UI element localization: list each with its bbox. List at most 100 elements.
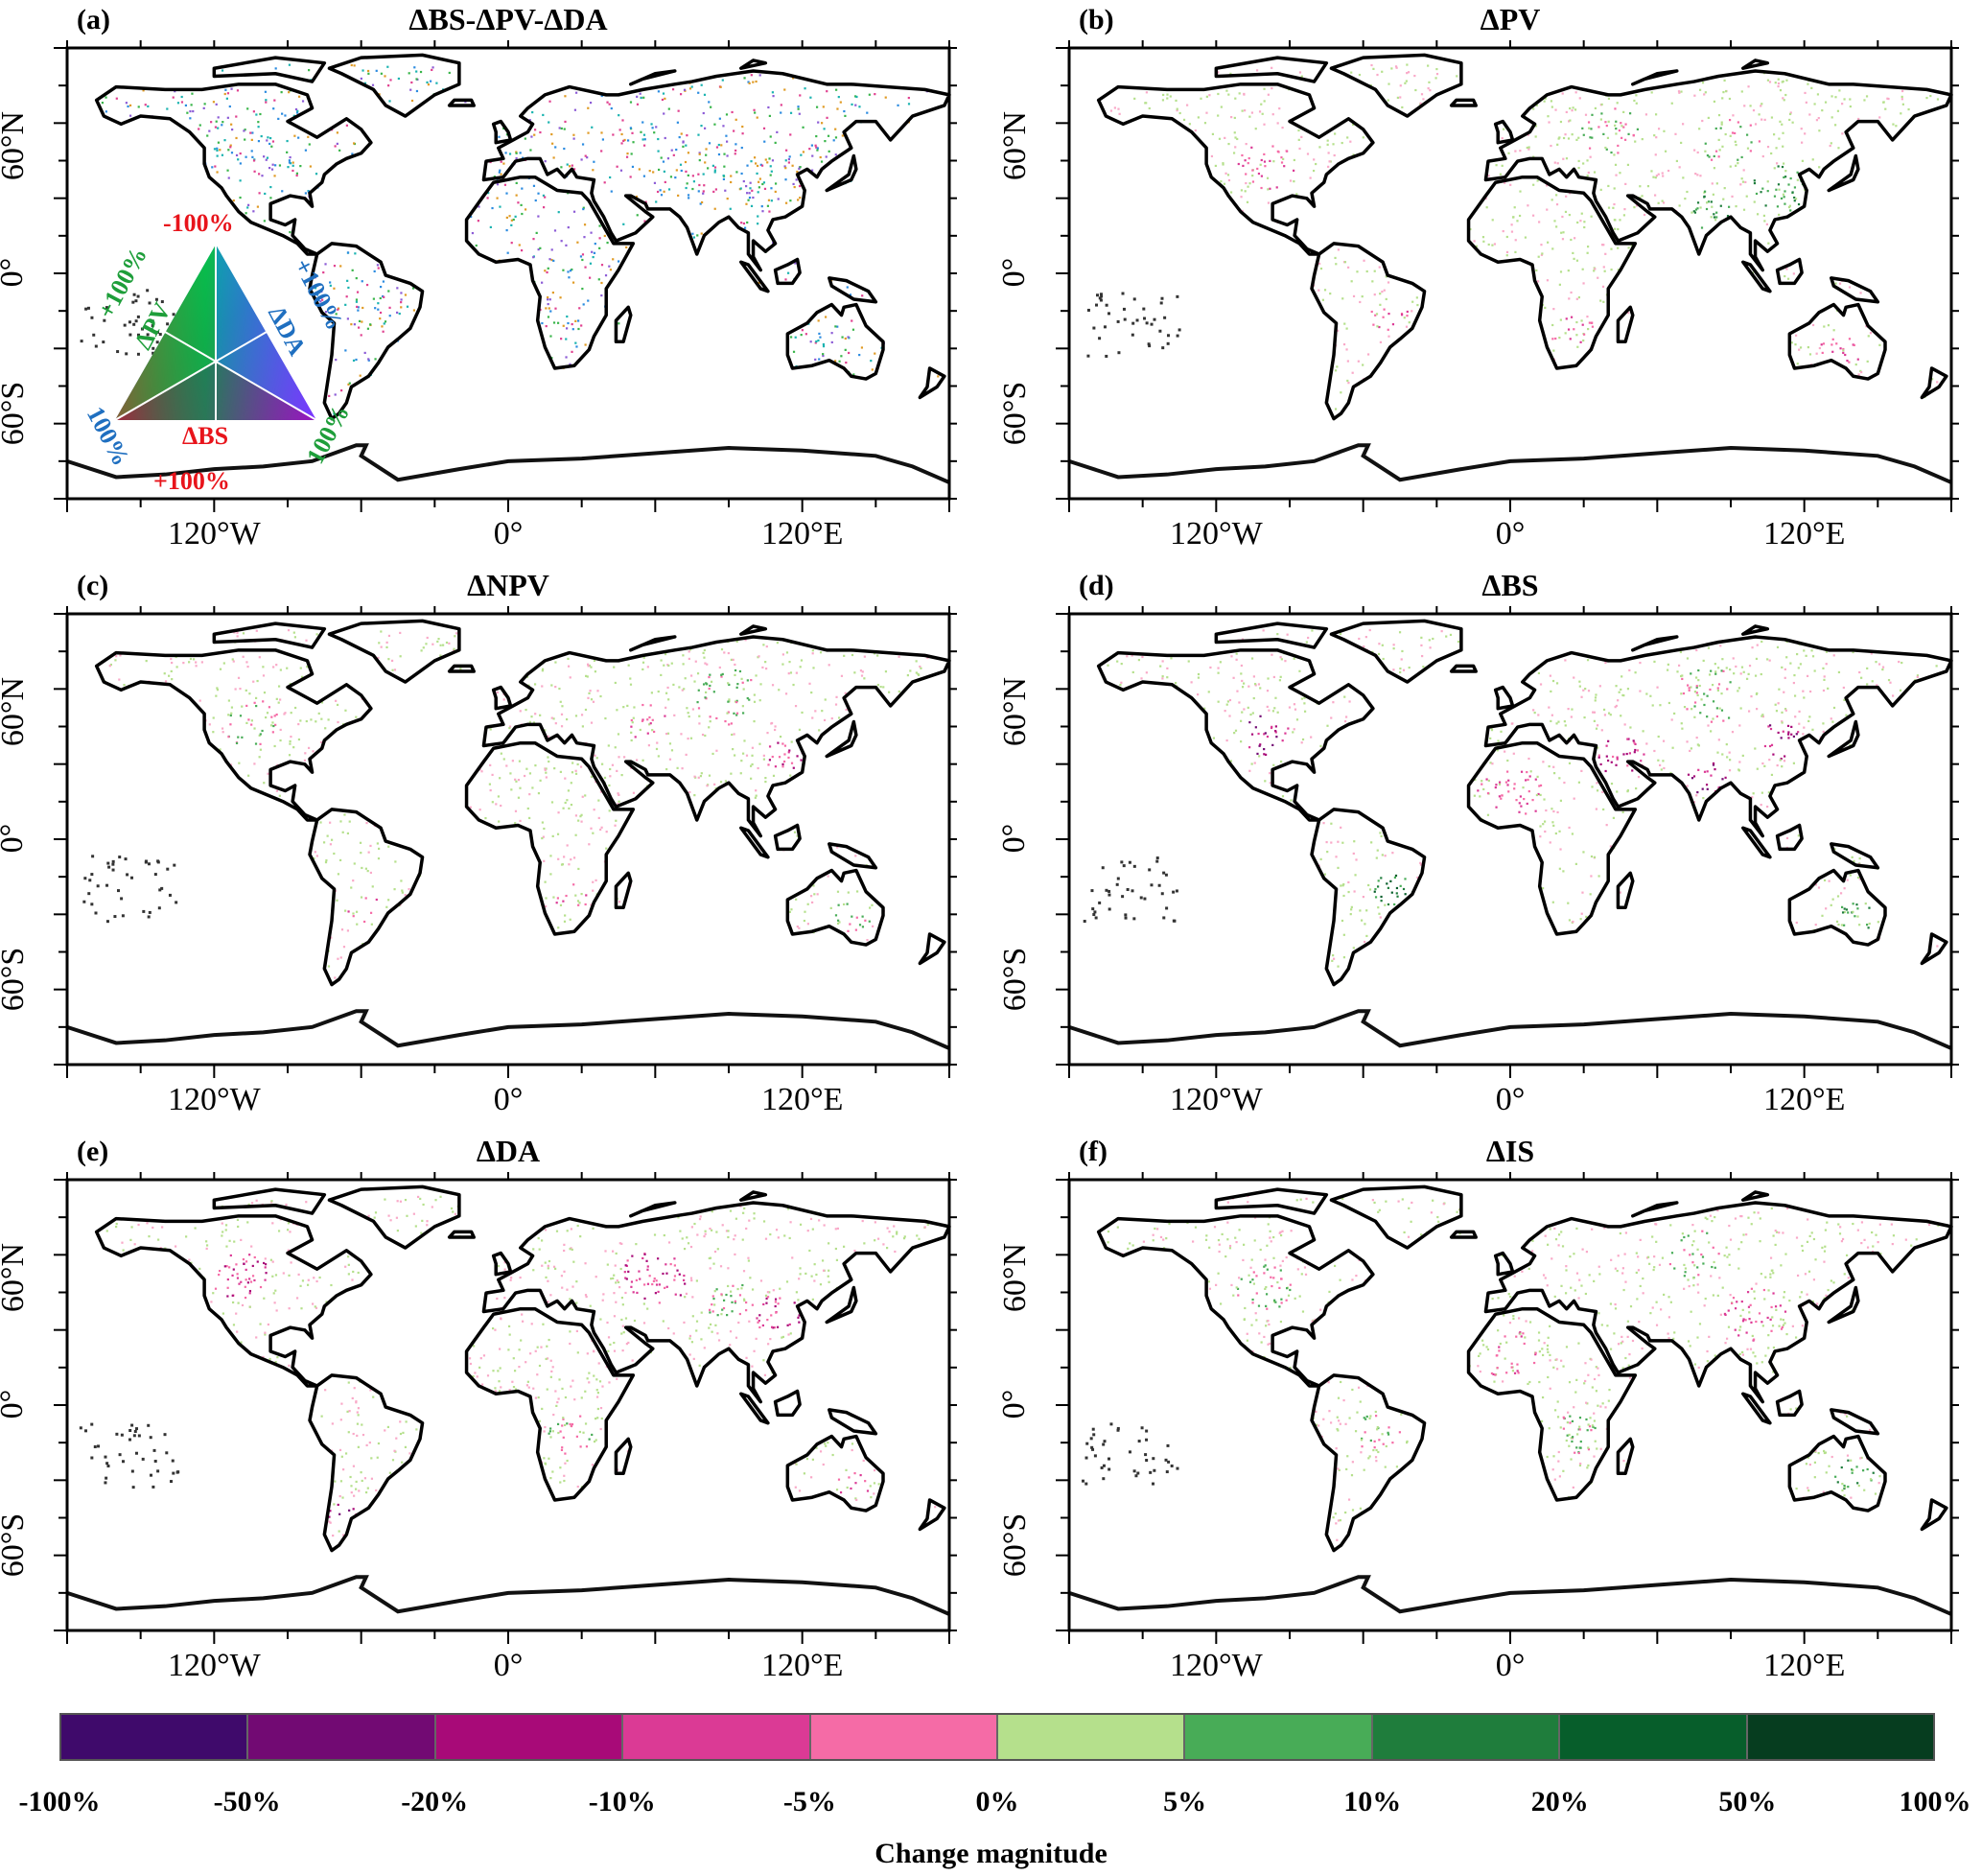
change-pixel [262,1355,265,1359]
land-polygon [466,742,634,934]
change-pixel [123,684,126,687]
change-pixel [277,117,280,121]
change-pixel [768,745,772,748]
change-pixel [1236,137,1239,141]
change-pixel [1487,779,1490,783]
change-pixel [1435,67,1438,71]
change-pixel [502,758,505,761]
island [1086,354,1090,358]
change-pixel [1774,703,1777,706]
change-pixel [1262,629,1265,632]
change-pixel [1720,669,1723,672]
change-pixel [809,1217,813,1221]
change-pixel [539,714,542,716]
island [136,352,140,356]
change-pixel [735,1217,738,1220]
change-pixel [592,169,595,172]
change-pixel [369,323,372,326]
land-polygon [493,121,511,143]
change-pixel [229,146,232,149]
change-pixel [605,831,608,833]
change-pixel [1719,645,1722,647]
change-pixel [1603,714,1607,716]
change-pixel [589,1304,592,1307]
change-pixel [863,677,866,680]
change-pixel [688,715,690,718]
change-pixel [252,210,255,213]
change-pixel [557,926,560,929]
change-pixel [1350,71,1353,74]
change-pixel [575,91,578,94]
change-pixel [1659,704,1662,707]
change-pixel [541,1407,544,1411]
change-pixel [245,704,248,708]
change-pixel [257,121,260,124]
change-pixel [545,307,548,310]
change-pixel [275,697,278,700]
change-pixel [566,327,569,330]
change-pixel [662,92,665,95]
change-pixel [1341,841,1344,844]
land-layer [1069,55,1951,515]
change-pixel [616,165,618,168]
change-pixel [703,648,706,652]
change-pixel [545,904,548,908]
change-pixel [755,162,758,165]
change-pixel [1258,755,1261,758]
change-pixel [1615,132,1618,135]
change-pixel [1298,669,1301,672]
change-pixel [693,794,696,797]
change-pixel [784,178,787,181]
change-pixel [1610,269,1613,271]
map-svg [54,606,957,1081]
change-pixel [766,732,769,735]
change-pixel [544,729,547,732]
change-pixel [1635,787,1638,790]
change-pixel [662,1320,665,1323]
change-pixel [813,1263,816,1266]
change-pixel [770,1314,773,1317]
change-pixel [565,894,568,898]
change-pixel [329,1510,332,1513]
change-pixel [396,1200,399,1203]
change-pixel [788,749,791,752]
change-pixel [1614,124,1617,127]
change-pixel [741,712,745,715]
island [1172,890,1176,894]
change-pixel [560,863,564,866]
change-pixel [1853,343,1855,347]
change-pixel [676,766,679,769]
change-pixel [1593,856,1597,858]
change-pixel [682,663,685,666]
change-pixel [1877,921,1879,924]
change-pixel [655,1283,659,1286]
change-pixel [565,244,568,246]
change-pixel [338,149,341,152]
change-pixel [510,219,513,222]
change-pixel [353,64,356,67]
island [1155,856,1159,860]
change-pixel [348,820,351,823]
change-pixel [145,659,148,663]
panel-title: ΔNPV [467,568,549,602]
change-pixel [1255,69,1259,72]
change-pixel [400,292,403,294]
change-pixel [225,1245,228,1248]
change-pixel [1705,201,1709,204]
change-pixel [713,123,716,126]
change-pixel [588,1438,591,1441]
change-pixel [1381,644,1384,646]
change-pixel [1484,197,1487,200]
island [132,322,136,326]
change-pixel [564,1395,568,1399]
island [1176,294,1179,298]
change-pixel [704,734,707,738]
change-pixel [361,69,364,72]
coastline [825,153,858,193]
change-pixel [271,1275,274,1278]
island [1150,322,1154,326]
change-pixel [1565,110,1568,114]
land-polygon [310,243,423,419]
change-pixel [1760,103,1763,106]
change-pixel [1760,640,1763,644]
